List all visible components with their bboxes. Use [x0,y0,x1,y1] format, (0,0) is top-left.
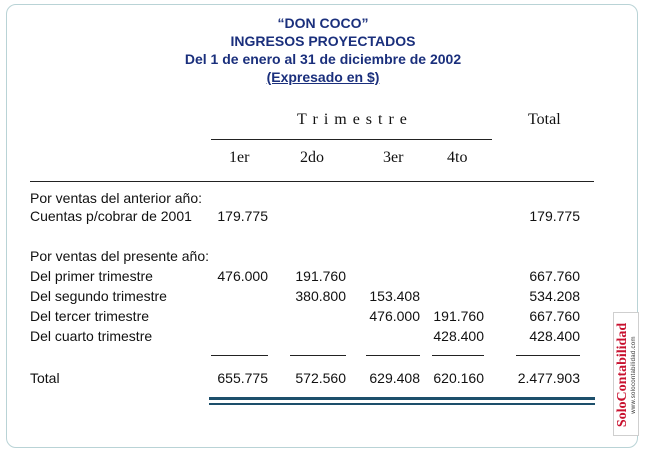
totals-label: Total [30,370,60,386]
row-value-total: 667.760 [529,308,580,324]
row-value-total: 534.208 [529,288,580,304]
total-rule-q4 [432,355,484,356]
row-value-q1: 476.000 [217,268,268,284]
column-header-2do: 2do [300,149,324,166]
section-current-year-label: Por ventas del presente año: [30,248,210,264]
total-rule-q1 [211,355,268,356]
currency-note-text: (Expresado en $) [266,69,380,85]
row-label: Cuentas p/cobrar de 2001 [30,208,192,224]
row-value-q2: 380.800 [295,288,346,304]
totals-value-total: 2.477.903 [517,370,580,386]
solocontabilidad-logo: SoloContabilidad www.solocontabilidad.co… [613,312,639,436]
logo-url: www.solocontabilidad.com [631,336,637,414]
row-value-total: 667.760 [529,268,580,284]
currency-note: (Expresado en $) [0,68,646,86]
bottom-double-rule-top [209,397,595,400]
company-name: “DON COCO” [277,15,369,31]
report-title: INGRESOS PROYECTADOS [230,33,416,49]
row-value-total: 179.775 [529,208,580,224]
totals-value-q1: 655.775 [217,370,268,386]
totals-value-q2: 572.560 [295,370,346,386]
row-value-total: 428.400 [529,328,580,344]
total-rule-q3 [366,355,420,356]
report-period: Del 1 de enero al 31 de diciembre de 200… [184,51,462,67]
header-bottom-rule [30,181,594,182]
row-label: Del tercer trimestre [30,308,150,324]
row-label: Del segundo trimestre [30,288,167,304]
logo-brand-part2: Contabilidad [615,322,630,402]
row-value-q3: 476.000 [369,308,420,324]
trimestre-group-header: T r i m e s t r e [297,111,408,128]
total-rule-total [516,355,580,356]
row-label: Del cuarto trimestre [30,328,153,344]
row-label: Del primer trimestre [30,268,153,284]
row-value-q1: 179.775 [217,208,268,224]
group-header-rule [211,139,492,140]
total-rule-q2 [290,355,346,356]
column-header-4to: 4to [447,149,468,166]
section-previous-year-label: Por ventas del anterior año: [30,190,202,206]
column-header-3er: 3er [383,149,404,166]
row-value-q4: 428.400 [433,328,484,344]
total-column-header: Total [528,111,561,128]
totals-value-q4: 620.160 [433,370,484,386]
row-value-q4: 191.760 [433,308,484,324]
document-frame [6,4,638,448]
bottom-double-rule-bottom [209,403,595,405]
row-value-q3: 153.408 [369,288,420,304]
column-header-1er: 1er [229,149,250,166]
logo-rotated-content: SoloContabilidad www.solocontabilidad.co… [614,313,638,435]
logo-brand: SoloContabilidad [615,322,630,428]
totals-value-q3: 629.408 [369,370,420,386]
logo-brand-part1: Solo [615,401,630,428]
row-value-q2: 191.760 [295,268,346,284]
